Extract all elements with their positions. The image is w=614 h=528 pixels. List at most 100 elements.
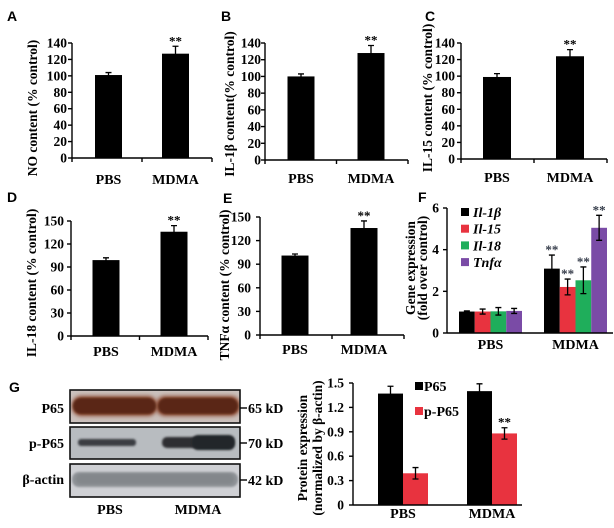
blot-band bbox=[76, 474, 234, 484]
panel-label: B bbox=[221, 8, 231, 24]
chart-panel-d: D IL-18 content (% control) ** 0 30 60 90 120 15… bbox=[7, 189, 209, 360]
bar-il-1- bbox=[459, 311, 475, 333]
y-tick-label: 140 bbox=[435, 36, 456, 51]
y-tick-label: 100 bbox=[47, 68, 68, 83]
significance-marker: ** bbox=[168, 213, 181, 228]
x-tick-label: PBS bbox=[484, 171, 510, 186]
significance-marker: ** bbox=[545, 242, 558, 257]
y-axis-label: Gene expression bbox=[403, 221, 418, 315]
error-bar bbox=[105, 71, 112, 79]
y-tick-label: 120 bbox=[47, 52, 68, 67]
y-tick-label: 60 bbox=[248, 102, 262, 117]
panel-label: G bbox=[9, 379, 20, 395]
y-tick-label: 60 bbox=[238, 280, 252, 295]
y-axis-label: IL-1β content(% control) bbox=[222, 31, 237, 177]
y-tick-label: 0 bbox=[60, 151, 67, 166]
y-tick-label: 90 bbox=[238, 257, 252, 272]
chart-panel-g: Protein expression (normalized by β-actin… bbox=[295, 376, 522, 522]
error-bar bbox=[361, 220, 367, 236]
bar bbox=[556, 56, 584, 159]
bar-il-15 bbox=[474, 311, 491, 333]
y-tick-label: 0 bbox=[244, 328, 251, 343]
x-tick-label: MDMA bbox=[348, 172, 396, 187]
molecular-weight-marker: 70 kD bbox=[248, 437, 283, 452]
legend-label: Il-1β bbox=[472, 206, 502, 221]
legend-swatch bbox=[461, 224, 469, 233]
blot-lane-label: PBS bbox=[97, 503, 123, 518]
bar bbox=[287, 76, 315, 160]
x-tick-label: PBS bbox=[478, 338, 504, 353]
y-axis-label: (fold over control) bbox=[415, 216, 430, 320]
x-tick-label: PBS bbox=[93, 345, 119, 360]
y-tick-label: 0 bbox=[254, 153, 261, 168]
error-bar bbox=[501, 427, 508, 440]
legend-label: Il-18 bbox=[472, 239, 501, 254]
x-tick-label: PBS bbox=[282, 343, 308, 358]
y-tick-label: 30 bbox=[238, 304, 252, 319]
y-tick-label: 0.3 bbox=[327, 473, 344, 488]
bar bbox=[281, 255, 309, 335]
legend-swatch bbox=[461, 241, 469, 250]
x-tick-label: PBS bbox=[288, 172, 314, 187]
error-bar bbox=[548, 254, 555, 283]
y-tick-label: 20 bbox=[54, 134, 68, 149]
y-tick-label: 150 bbox=[44, 214, 65, 229]
legend-label: P65 bbox=[424, 380, 447, 395]
error-bar bbox=[511, 307, 518, 315]
y-tick-label: 80 bbox=[248, 86, 262, 101]
legend-label: Tnfα bbox=[473, 256, 502, 271]
panel-label: D bbox=[7, 189, 17, 205]
blot-protein-label: β-actin bbox=[22, 473, 64, 488]
y-tick-label: 60 bbox=[54, 101, 68, 116]
panel-label: C bbox=[425, 8, 435, 24]
y-tick-label: 1.2 bbox=[327, 400, 344, 415]
error-bar bbox=[463, 310, 470, 313]
blot-protein-label: P65 bbox=[41, 402, 64, 417]
y-axis-label: NO content (% control) bbox=[25, 40, 40, 177]
blot-band bbox=[192, 435, 235, 450]
legend-swatch bbox=[461, 208, 469, 216]
bar-charts: ANO content (% control) **020406080100120… bbox=[7, 8, 613, 522]
x-tick-label: MDMA bbox=[152, 173, 200, 188]
error-bar bbox=[580, 266, 587, 295]
legend: P65 p-P65 bbox=[415, 380, 459, 420]
error-bar bbox=[567, 48, 573, 64]
y-tick-label: 120 bbox=[44, 237, 65, 252]
error-bar bbox=[368, 44, 374, 62]
y-tick-label: 0 bbox=[57, 329, 64, 344]
legend-swatch bbox=[461, 258, 469, 267]
y-tick-label: 60 bbox=[51, 283, 65, 298]
y-tick-label: 80 bbox=[54, 85, 68, 100]
y-tick-label: 2 bbox=[432, 284, 439, 299]
blot-lane-label: MDMA bbox=[175, 503, 223, 518]
y-tick-label: 120 bbox=[231, 233, 252, 248]
error-bar bbox=[494, 73, 500, 81]
legend-label: Il-15 bbox=[472, 223, 501, 238]
molecular-weight-marker: 42 kD bbox=[248, 474, 283, 489]
error-bar bbox=[298, 73, 304, 80]
y-tick-label: 0 bbox=[432, 326, 439, 341]
blot-band bbox=[158, 398, 238, 414]
significance-marker: ** bbox=[561, 266, 574, 281]
bar-tnf- bbox=[591, 227, 607, 333]
error-bar bbox=[476, 383, 483, 400]
y-tick-label: 1.5 bbox=[327, 376, 344, 391]
bar-il-18 bbox=[575, 280, 592, 333]
error-bar bbox=[171, 224, 177, 239]
y-tick-label: 30 bbox=[51, 306, 65, 321]
y-tick-label: 40 bbox=[248, 119, 262, 134]
legend-swatch bbox=[415, 407, 423, 415]
legend-swatch bbox=[415, 382, 423, 390]
y-tick-label: 40 bbox=[442, 118, 456, 133]
x-tick-label: MDMA bbox=[552, 338, 600, 353]
blot-protein-label: p-P65 bbox=[29, 437, 64, 452]
bar bbox=[357, 53, 385, 160]
significance-marker: ** bbox=[169, 33, 182, 48]
blot-band bbox=[73, 398, 156, 414]
molecular-weight-marker: 65 kD bbox=[248, 402, 283, 417]
bar-il-15 bbox=[559, 286, 576, 333]
y-axis-label: Protein expression bbox=[295, 394, 310, 501]
